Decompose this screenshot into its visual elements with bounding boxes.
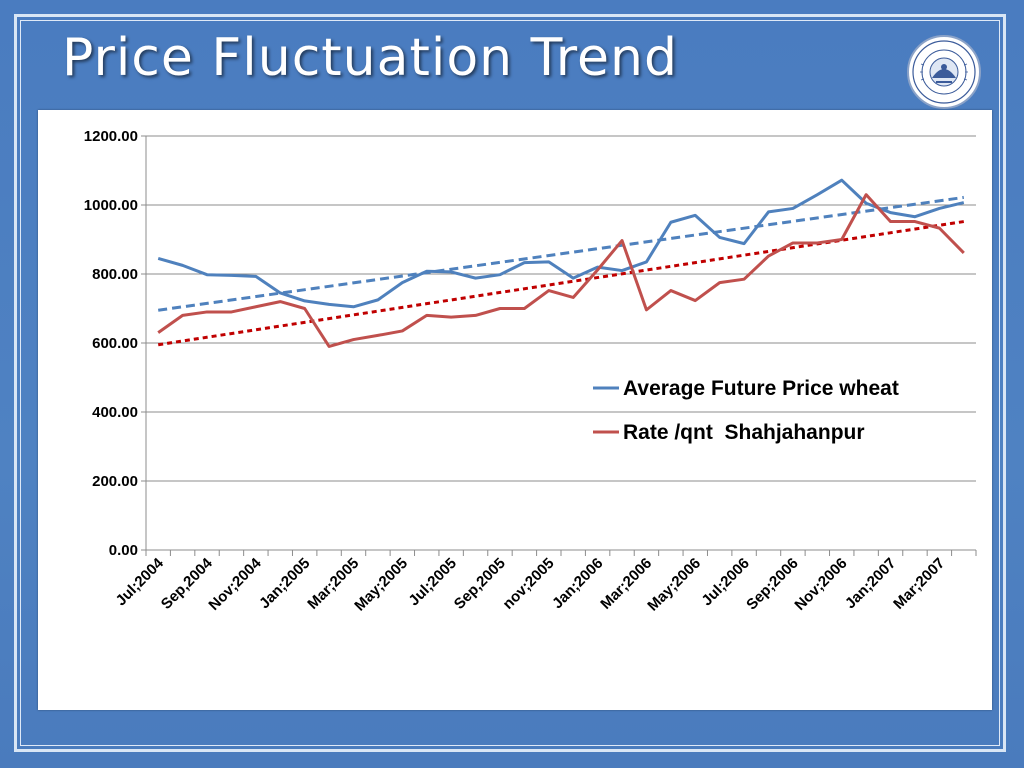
y-tick-label: 1200.00 bbox=[84, 128, 138, 145]
series-line-shahjahanpur-rate bbox=[157, 193, 965, 348]
x-tick-label: Nov;2006 bbox=[791, 555, 850, 614]
y-tick-label: 800.00 bbox=[92, 266, 138, 283]
x-tick-label: nov;2005 bbox=[500, 555, 558, 613]
legend-label: Average Future Price wheat bbox=[623, 377, 899, 400]
y-tick-label: 400.00 bbox=[92, 404, 138, 421]
x-tick-label: Jan;2005 bbox=[256, 555, 313, 612]
y-tick-label: 1000.00 bbox=[84, 197, 138, 214]
chart-panel: 0.00 200.00 400.00 600.00 800.00 1000.00 1200.… bbox=[38, 110, 992, 710]
slide-border bbox=[14, 14, 1006, 752]
institution-seal-icon bbox=[907, 35, 981, 109]
y-tick-label: 200.00 bbox=[92, 473, 138, 490]
legend-label: Rate /qnt Shahjahanpur bbox=[623, 421, 865, 444]
x-tick-label: May;2005 bbox=[351, 555, 411, 615]
x-tick-label: Jan;2006 bbox=[549, 555, 606, 612]
slide-title: Price Fluctuation Trend bbox=[62, 28, 678, 88]
x-tick-label: Sep,2005 bbox=[451, 555, 509, 613]
y-tick-label: 600.00 bbox=[92, 335, 138, 352]
trendline-future-price bbox=[157, 195, 965, 312]
y-tick-label: 0.00 bbox=[109, 542, 138, 559]
x-tick-label: Nov;2004 bbox=[205, 554, 265, 614]
slide-inner-border bbox=[20, 20, 1000, 746]
x-tick-label: Mar;2007 bbox=[890, 555, 948, 613]
x-tick-label: May;2006 bbox=[644, 555, 704, 615]
x-tick-label: Jan;2007 bbox=[842, 555, 899, 612]
series-line-future-price bbox=[157, 178, 965, 309]
line-chart: 0.00 200.00 400.00 600.00 800.00 1000.00 1200.… bbox=[84, 128, 977, 615]
